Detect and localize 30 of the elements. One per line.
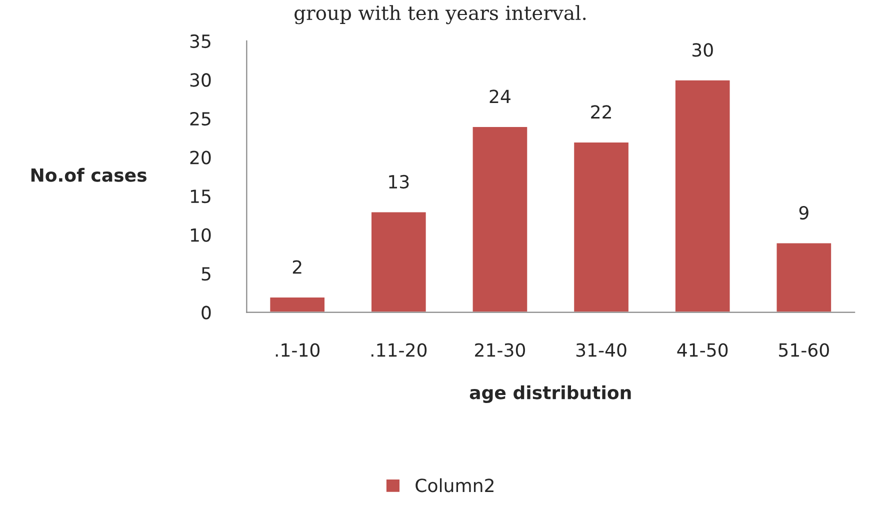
x-tick-label: 31-40 <box>576 343 626 357</box>
x-tick-label: .1-10 <box>276 343 320 357</box>
y-tick-label: 30 <box>190 73 211 87</box>
y-tick-label: 10 <box>190 228 211 242</box>
x-tick-label: 41-50 <box>677 343 728 357</box>
data-label: 9 <box>799 206 808 220</box>
y-tick-label: 5 <box>202 267 210 281</box>
y-tick-label: 0 <box>202 306 211 320</box>
y-tick-label: 25 <box>190 112 210 126</box>
x-axis-title: age distribution <box>470 385 631 403</box>
bar <box>572 141 630 312</box>
x-tick-label: .11-20 <box>371 343 427 357</box>
y-tick-label: 15 <box>190 190 210 204</box>
bar <box>370 210 428 312</box>
y-axis-title: No.of cases <box>31 168 146 182</box>
chart-title: group with ten years interval. <box>294 5 586 24</box>
y-tick-label: 20 <box>190 150 211 164</box>
bar <box>471 126 529 312</box>
x-tick-label: 21-30 <box>475 343 525 357</box>
data-label: 2 <box>292 260 302 274</box>
bar <box>674 79 732 312</box>
data-label: 24 <box>490 90 510 104</box>
x-tick-label: 51-60 <box>779 343 829 357</box>
data-label: 22 <box>591 105 611 119</box>
legend-label: Column2 <box>416 478 494 492</box>
data-label: 13 <box>389 174 409 189</box>
y-tick-label: 35 <box>190 34 210 48</box>
bar <box>775 242 832 312</box>
data-label: 30 <box>692 43 713 57</box>
bar <box>268 296 326 312</box>
